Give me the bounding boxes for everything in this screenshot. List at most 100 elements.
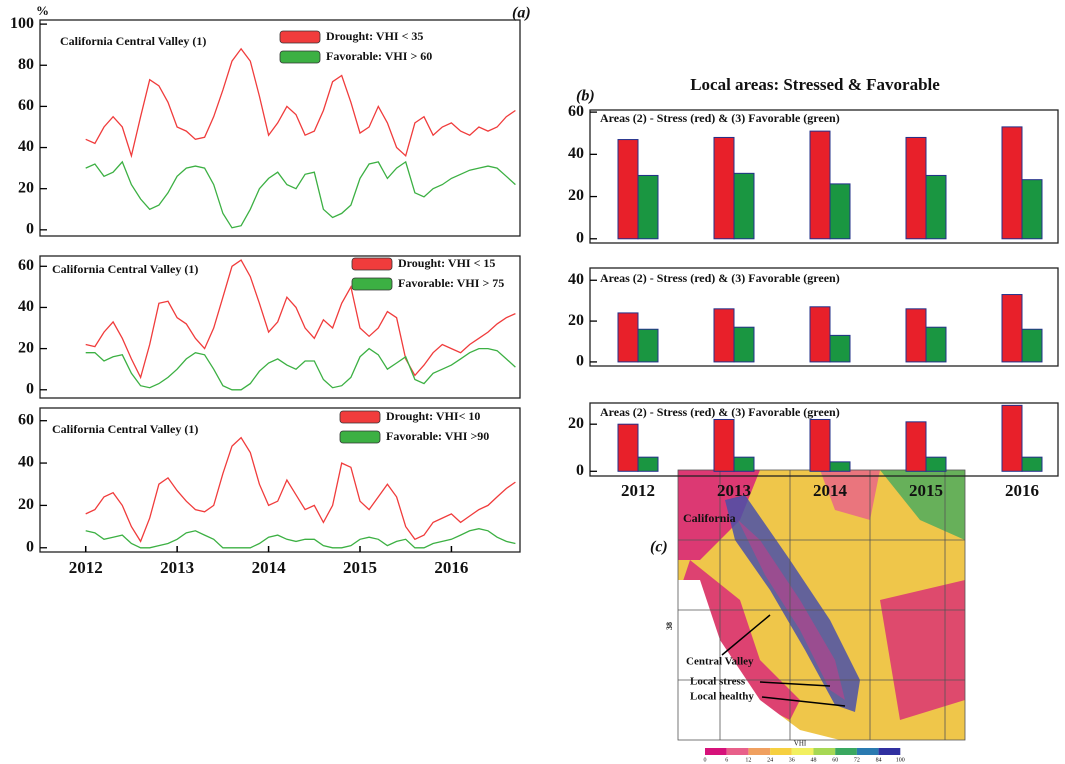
x-tick-label: 2013 xyxy=(160,558,194,577)
bar xyxy=(618,424,638,471)
x-tick-label: 2016 xyxy=(1005,481,1039,500)
bar xyxy=(1022,329,1042,362)
x-tick-label: 2014 xyxy=(813,481,848,500)
line-series xyxy=(86,162,516,228)
line-series xyxy=(86,529,516,548)
colorbar-cell xyxy=(814,748,836,755)
y-unit: % xyxy=(36,3,49,18)
x-tick-label: 2013 xyxy=(717,481,751,500)
y-tick-label: 60 xyxy=(18,97,34,114)
legend-label: Favorable: VHI > 75 xyxy=(398,276,504,290)
x-tick-label: 2012 xyxy=(621,481,655,500)
legend-swatch xyxy=(352,258,392,270)
bar xyxy=(638,175,658,238)
bar xyxy=(906,422,926,471)
figure: % (a) (b) Local areas: Stressed & Favora… xyxy=(0,0,1065,764)
map: California Central Valley Local stress L… xyxy=(665,470,965,748)
panel-title: Local areas: Stressed & Favorable xyxy=(690,75,940,94)
colorbar-cell xyxy=(727,748,749,755)
chart-title: California Central Valley (1) xyxy=(52,262,198,276)
y-tick-label: 40 xyxy=(18,298,34,315)
bar xyxy=(734,173,754,238)
bar xyxy=(618,313,638,362)
bar xyxy=(714,137,734,238)
line-series xyxy=(86,49,516,156)
y-tick-label: 60 xyxy=(18,257,34,274)
bar xyxy=(1022,180,1042,239)
bar xyxy=(906,137,926,238)
line-series xyxy=(86,438,516,542)
chart-title: California Central Valley (1) xyxy=(52,422,198,436)
legend-label: Drought: VHI < 35 xyxy=(326,29,423,43)
y-tick-label: 20 xyxy=(568,187,584,204)
bar xyxy=(810,131,830,239)
map-label: Local healthy xyxy=(690,691,754,703)
colorbar-cell xyxy=(748,748,770,755)
x-tick-label: 2012 xyxy=(69,558,103,577)
y-tick-label: 20 xyxy=(18,179,34,196)
map-label: Local stress xyxy=(690,676,746,688)
legend-label: Favorable: VHI >90 xyxy=(386,429,489,443)
colorbar-cell xyxy=(770,748,792,755)
bar xyxy=(638,329,658,362)
bar xyxy=(906,309,926,362)
legend-swatch xyxy=(352,278,392,290)
line-series xyxy=(86,349,516,390)
bar xyxy=(1002,295,1022,362)
map-label: 38 xyxy=(665,622,674,630)
colorbar-title: VHI xyxy=(794,740,807,748)
chart-title: Areas (2) - Stress (red) & (3) Favorable… xyxy=(600,405,840,419)
bar xyxy=(734,457,754,471)
y-tick-label: 60 xyxy=(18,411,34,428)
colorbar-tick-label: 6 xyxy=(725,757,728,763)
panel-label: (a) xyxy=(512,5,531,22)
y-tick-label: 20 xyxy=(18,496,34,513)
bar xyxy=(1002,405,1022,471)
bar xyxy=(734,327,754,362)
x-tick-label: 2014 xyxy=(252,558,287,577)
bar xyxy=(830,462,850,471)
chart-title: Areas (2) - Stress (red) & (3) Favorable… xyxy=(600,111,840,125)
x-tick-label: 2016 xyxy=(434,558,468,577)
bar xyxy=(926,457,946,471)
colorbar-tick-label: 72 xyxy=(854,757,860,763)
colorbar-tick-label: 48 xyxy=(811,757,817,763)
legend-swatch xyxy=(280,31,320,43)
y-tick-label: 0 xyxy=(576,462,584,479)
chart-title: California Central Valley (1) xyxy=(60,34,206,48)
bar xyxy=(926,327,946,362)
x-tick-label: 2015 xyxy=(909,481,943,500)
y-tick-label: 0 xyxy=(26,538,34,555)
colorbar-cell xyxy=(705,748,727,755)
legend-label: Favorable: VHI > 60 xyxy=(326,49,432,63)
colorbar-cell xyxy=(835,748,857,755)
bar xyxy=(1002,127,1022,239)
colorbar-tick-label: 24 xyxy=(767,757,773,763)
legend-swatch xyxy=(280,51,320,63)
y-tick-label: 40 xyxy=(18,138,34,155)
colorbar-tick-label: 60 xyxy=(832,757,838,763)
colorbar-tick-label: 12 xyxy=(745,757,751,763)
y-tick-label: 100 xyxy=(10,15,34,32)
y-tick-label: 0 xyxy=(576,229,584,246)
legend-label: Drought: VHI < 15 xyxy=(398,256,495,270)
colorbar-cell xyxy=(792,748,814,755)
colorbar-tick-label: 100 xyxy=(896,757,905,763)
colorbar-cell xyxy=(857,748,879,755)
bar xyxy=(810,419,830,471)
y-tick-label: 40 xyxy=(568,145,584,162)
bar xyxy=(926,175,946,238)
y-tick-label: 0 xyxy=(26,380,34,397)
bar xyxy=(714,419,734,471)
panel-label: (c) xyxy=(650,539,668,556)
colorbar-tick-label: 36 xyxy=(789,757,795,763)
bar xyxy=(714,309,734,362)
y-tick-label: 20 xyxy=(568,415,584,432)
chart-title: Areas (2) - Stress (red) & (3) Favorable… xyxy=(600,271,840,285)
colorbar-tick-label: 84 xyxy=(876,757,882,763)
y-tick-label: 80 xyxy=(18,56,34,73)
y-tick-label: 20 xyxy=(18,339,34,356)
map-label: California xyxy=(683,511,736,525)
bar xyxy=(618,140,638,239)
colorbar-tick-label: 0 xyxy=(704,757,707,763)
